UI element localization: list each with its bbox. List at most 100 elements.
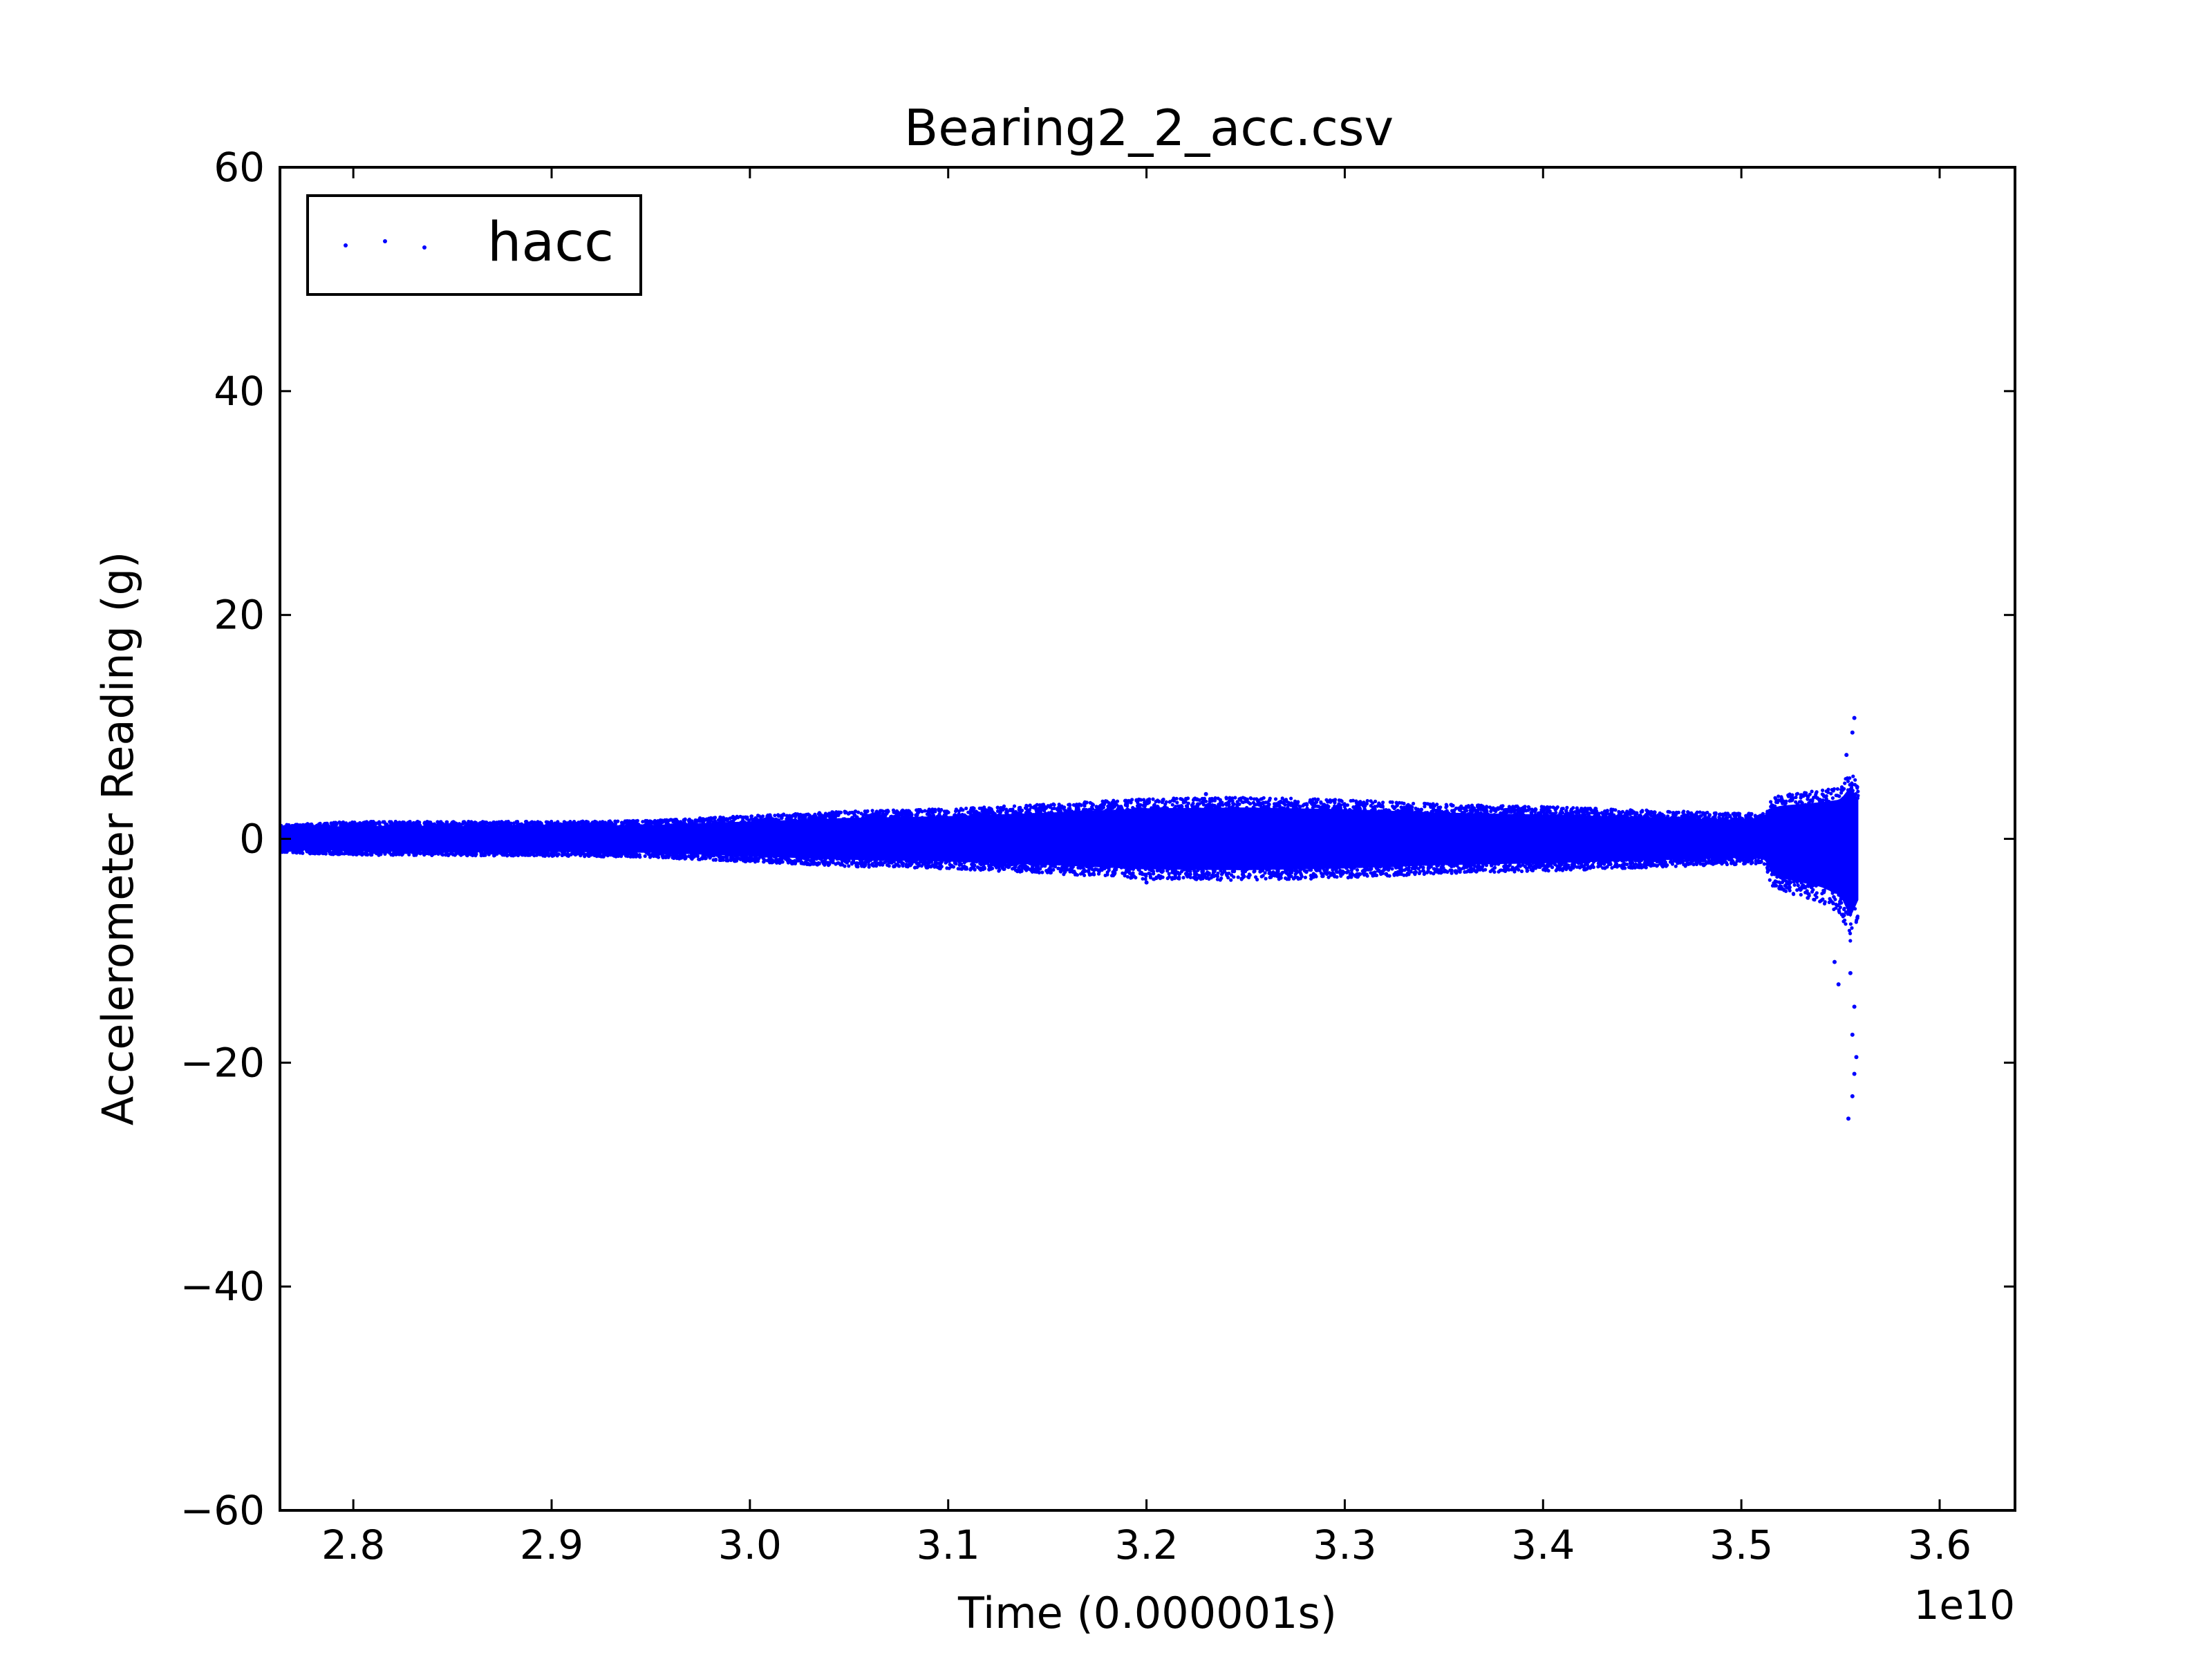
scatter-point	[1705, 810, 1709, 815]
scatter-point	[1167, 872, 1171, 876]
scatter-point	[1091, 803, 1095, 807]
scatter-point	[407, 852, 411, 856]
scatter-point	[1128, 808, 1132, 813]
scatter-point	[1272, 805, 1277, 809]
scatter-point	[758, 855, 762, 859]
scatter-point	[1273, 797, 1278, 801]
scatter-point	[1363, 863, 1367, 868]
scatter-point	[586, 854, 590, 858]
scatter-point	[1338, 868, 1342, 872]
scatter-point	[980, 806, 984, 810]
scatter-point	[1440, 870, 1445, 874]
scatter-point	[392, 849, 396, 853]
scatter-point	[1181, 865, 1185, 869]
scatter-point	[1266, 866, 1271, 871]
scatter-point	[452, 821, 457, 825]
scatter-point	[1271, 808, 1275, 812]
scatter-point	[947, 859, 952, 863]
scatter-point	[1400, 801, 1404, 805]
scatter-point	[857, 817, 861, 821]
scatter-point	[1167, 875, 1172, 879]
scatter-point	[787, 819, 791, 824]
scatter-point	[1254, 875, 1258, 879]
scatter-point	[1831, 901, 1835, 905]
scatter-point	[1488, 805, 1492, 809]
scatter-point	[1770, 872, 1774, 877]
scatter-point	[1112, 798, 1116, 803]
scatter-point	[647, 852, 651, 856]
scatter-point	[1423, 805, 1427, 809]
scatter-point	[1033, 862, 1037, 866]
scatter-point	[854, 856, 858, 860]
scatter-point	[1208, 865, 1212, 869]
scatter-point	[1333, 800, 1337, 805]
scatter-point	[1791, 796, 1795, 800]
scatter-point	[1004, 810, 1009, 814]
scatter-point	[1605, 809, 1609, 813]
scatter-point	[1004, 813, 1008, 818]
scatter-point	[964, 865, 968, 870]
scatter-point	[730, 853, 735, 857]
scatter-point	[1235, 800, 1239, 804]
scatter-point	[1691, 863, 1696, 867]
scatter-point	[1181, 876, 1185, 880]
scatter-point	[1195, 804, 1199, 808]
scatter-point	[1074, 804, 1078, 808]
scatter-point	[1374, 799, 1378, 803]
scatter-point	[1830, 888, 1834, 892]
scatter-point	[1848, 939, 1853, 943]
scatter-point	[1279, 799, 1283, 803]
scatter-point	[1067, 809, 1071, 814]
scatter-point	[705, 852, 710, 856]
scatter-point	[1303, 875, 1307, 879]
scatter-point	[1805, 889, 1809, 893]
scatter-point	[1115, 810, 1119, 814]
scatter-point	[1479, 811, 1483, 815]
scatter-point	[881, 857, 885, 861]
scatter-point	[1215, 877, 1219, 881]
scatter-point	[1597, 864, 1601, 868]
scatter-point	[1143, 807, 1147, 811]
scatter-point	[1324, 864, 1328, 868]
scatter-point	[1089, 865, 1094, 869]
scatter-point	[1526, 808, 1530, 812]
scatter-point	[1694, 814, 1698, 818]
scatter-point	[1770, 883, 1775, 888]
scatter-point	[1458, 870, 1462, 874]
scatter-point	[1421, 868, 1425, 872]
scatter-point	[1200, 800, 1204, 805]
scatter-point	[1555, 867, 1559, 872]
scatter-point	[768, 813, 772, 817]
scatter-point	[1362, 873, 1367, 877]
scatter-point	[1553, 861, 1557, 866]
scatter-point	[673, 850, 677, 854]
scatter-point	[1035, 861, 1040, 866]
scatter-point	[872, 816, 877, 821]
scatter-point	[674, 818, 679, 822]
scatter-point	[721, 858, 725, 862]
scatter-point	[885, 863, 890, 867]
scatter-point	[1851, 906, 1856, 910]
scatter-point	[1123, 865, 1127, 870]
scatter-point	[1675, 856, 1679, 860]
scatter-point	[1013, 868, 1018, 872]
scatter-point	[1165, 865, 1170, 870]
scatter-point	[1556, 814, 1560, 818]
scatter-point	[844, 810, 848, 814]
scatter-point	[1843, 781, 1847, 785]
scatter-point	[501, 851, 505, 855]
scatter-point	[1806, 797, 1810, 801]
scatter-point	[1735, 856, 1739, 860]
scatter-point	[1197, 798, 1201, 802]
scatter-point	[768, 818, 772, 822]
scatter-point	[717, 855, 722, 859]
scatter-point	[771, 854, 776, 858]
scatter-point	[1490, 814, 1494, 818]
scatter-point	[1796, 883, 1800, 888]
scatter-point	[1134, 865, 1138, 870]
scatter-point	[1170, 870, 1174, 874]
scatter-point	[1601, 859, 1605, 863]
scatter-point	[1644, 865, 1648, 870]
scatter-point	[433, 850, 438, 854]
scatter-point	[1154, 875, 1159, 879]
